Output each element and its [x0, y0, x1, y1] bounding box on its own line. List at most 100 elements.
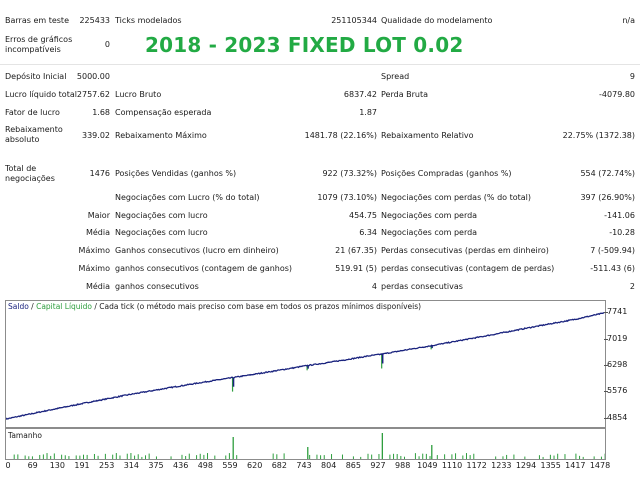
volume-bar	[61, 454, 63, 459]
volume-bar	[462, 455, 464, 459]
volume-bar	[68, 456, 70, 459]
y-tick	[604, 364, 608, 366]
y-tick	[604, 312, 608, 313]
x-tick-label: 620	[247, 461, 263, 470]
legend-separator: /	[92, 302, 100, 311]
compradas-value: 554 (72.74%)	[580, 169, 635, 178]
x-tick-label: 1355	[540, 461, 561, 470]
volume-bar	[119, 455, 121, 459]
x-tick-label: 69	[27, 461, 38, 470]
volume-bar	[236, 455, 238, 459]
ganhos-c-value: 4	[371, 282, 377, 291]
rebaixamento-max-label: Rebaixamento Máximo	[115, 131, 207, 140]
qualidade-value: n/a	[622, 16, 635, 25]
x-tick-label: 1233	[491, 461, 512, 470]
volume-bar	[17, 454, 19, 459]
erros-label: Erros de gráficos incompatíveis	[5, 35, 73, 54]
maior-lucro-label: Negociações com lucro	[115, 211, 208, 220]
volume-bar	[451, 454, 453, 459]
volume-bar	[371, 454, 373, 459]
banner-title: 2018 - 2023 FIXED LOT 0.02	[145, 33, 464, 57]
media-lucro-label: Negociações com lucro	[115, 228, 208, 237]
x-tick-label: 743	[296, 461, 312, 470]
volume-bar	[28, 456, 30, 459]
total-neg-label: Total de negociações	[5, 164, 55, 183]
volume-bar	[396, 453, 398, 459]
x-tick-label: 436	[173, 461, 189, 470]
lucro-liquido-label: Lucro líquido total	[5, 90, 77, 99]
volume-bar	[352, 456, 354, 459]
x-tick-label: 1417	[565, 461, 586, 470]
ganhos-cons-label: Ganhos consecutivos (lucro em dinheiro)	[115, 246, 279, 255]
x-tick-label: 130	[49, 461, 65, 470]
legend-mode: Cada tick (o método mais preciso com bas…	[99, 302, 422, 311]
spread-value: 9	[629, 72, 635, 81]
volume-bar	[75, 455, 77, 459]
deposito-value: 5000.00	[76, 72, 110, 81]
volume-bar	[549, 454, 551, 459]
volume-bar	[31, 456, 33, 459]
x-tick-label: 988	[395, 461, 411, 470]
volume-bar	[170, 456, 172, 459]
volume-bar	[465, 453, 467, 459]
volume-bar	[506, 454, 508, 459]
volume-bar	[228, 453, 230, 459]
volume-bar	[148, 453, 150, 459]
volume-bar	[203, 454, 205, 459]
perdas-cont-value: -511.43 (6)	[590, 264, 635, 273]
volume-bar	[53, 453, 55, 459]
legend-saldo: Saldo	[8, 302, 29, 311]
vendidas-value: 922 (73.32%)	[322, 169, 377, 178]
x-tick-label: 1049	[417, 461, 438, 470]
volume-bar	[97, 455, 99, 459]
x-tick-label: 1294	[515, 461, 537, 470]
volume-bar	[137, 454, 139, 459]
media-perda-label: Negociações com perda	[381, 228, 478, 237]
volume-bar	[469, 455, 471, 459]
volume-bar	[422, 453, 424, 459]
volume-bar	[557, 453, 559, 459]
perdas-cons-label: Perdas consecutivas (perdas em dinheiro)	[381, 246, 549, 255]
x-tick-label: 375	[148, 461, 164, 470]
volume-bar	[181, 454, 183, 459]
volume-bar	[431, 445, 433, 459]
volume-bar	[39, 454, 41, 459]
x-tick-label: 559	[222, 461, 238, 470]
volume-bar	[155, 456, 157, 459]
volume-bar	[185, 456, 187, 459]
volume-bar	[93, 453, 95, 459]
volume-bar	[393, 453, 395, 459]
x-tick-label: 865	[345, 461, 361, 470]
volume-bar	[276, 454, 278, 459]
lucro-bruto-label: Lucro Bruto	[115, 90, 162, 99]
x-tick-label: 682	[271, 461, 287, 470]
fator-value: 1.68	[92, 108, 110, 117]
rebaixamento-abs-label: Rebaixamento absoluto	[5, 125, 63, 144]
volume-bar	[553, 455, 555, 459]
volume-bar	[232, 437, 234, 459]
x-tick-label: 191	[74, 461, 90, 470]
volume-bar	[582, 456, 584, 459]
volume-plot	[13, 433, 605, 459]
saldo-line	[6, 312, 605, 420]
x-tick-label: 1172	[466, 461, 487, 470]
perdas-cons-value: 7 (-509.94)	[590, 246, 635, 255]
volume-bar	[50, 455, 52, 459]
volume-bar	[42, 454, 44, 459]
volume-bar	[341, 454, 343, 459]
media2-label: Média	[85, 282, 110, 291]
fator-label: Fator de lucro	[5, 108, 60, 117]
volume-bar	[429, 456, 431, 459]
compensacao-label: Compensação esperada	[115, 108, 212, 117]
volume-bar	[86, 454, 88, 459]
perda-bruta-value: -4079.80	[599, 90, 635, 99]
y-tick-label: 6298	[607, 359, 628, 369]
perdas-cont-label: perdas consecutivas (contagem de perdas)	[381, 264, 555, 273]
volume-bar	[104, 453, 106, 459]
y-tick-label: 4854	[607, 413, 628, 422]
maior-lucro-value: 454.75	[349, 211, 377, 220]
qualidade-label: Qualidade do modelamento	[381, 16, 493, 25]
volume-bar	[414, 453, 416, 459]
volume-bar	[400, 455, 402, 459]
x-tick-label: 0	[5, 461, 11, 470]
